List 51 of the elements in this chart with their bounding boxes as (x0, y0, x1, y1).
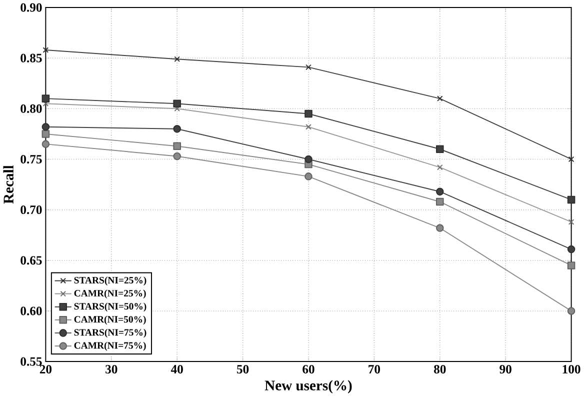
y-tick-label: 0.55 (20, 357, 42, 366)
x-tick-label: 40 (170, 365, 183, 374)
point (42, 140, 50, 148)
legend-label: STARS(NI=50%) (74, 302, 146, 312)
point (304, 156, 312, 164)
point (173, 152, 181, 160)
point (174, 56, 180, 62)
point (436, 198, 444, 206)
x-tick-label: 90 (500, 365, 512, 374)
legend-label: CAMR(NI=75%) (74, 342, 146, 351)
point (42, 94, 50, 103)
x-axis-title: New users(%) (264, 380, 352, 394)
point (173, 125, 181, 133)
legend-label: CAMR(NI=50%) (74, 316, 146, 325)
point (173, 100, 181, 108)
point (568, 219, 574, 226)
point (306, 124, 312, 130)
x-tick-label: 20 (40, 365, 52, 374)
x-tick-label: 50 (236, 365, 249, 374)
x-tick-label: 30 (106, 365, 118, 374)
x-tick-label: 80 (434, 365, 446, 374)
point (304, 110, 312, 118)
point (436, 224, 444, 232)
y-tick-label: 0.75 (20, 155, 42, 164)
y-tick-label: 0.85 (20, 54, 42, 63)
point (436, 145, 444, 154)
point (567, 307, 576, 316)
y-tick-label: 0.80 (20, 104, 42, 114)
point (173, 142, 181, 150)
legend-label: STARS(NI=25%) (74, 276, 146, 286)
point (567, 196, 576, 204)
y-tick-label: 0.70 (20, 206, 42, 214)
legend-label: STARS(NI=75%) (74, 329, 146, 338)
x-tick-label: 70 (368, 365, 380, 374)
point (567, 246, 576, 254)
y-axis-title: Recall (3, 166, 14, 204)
point (304, 172, 312, 181)
legend-label: CAMR(NI=25%) (74, 290, 146, 299)
point (436, 188, 444, 196)
point (437, 164, 443, 170)
y-tick-label: 0.60 (20, 306, 42, 316)
point (567, 262, 576, 270)
x-tick-label: 100 (562, 365, 580, 374)
point (437, 96, 443, 102)
point (42, 123, 50, 131)
point (568, 156, 574, 162)
y-tick-label: 0.90 (20, 3, 42, 12)
point (306, 64, 312, 70)
y-tick-label: 0.65 (20, 256, 42, 265)
x-tick-label: 60 (302, 365, 314, 374)
point (42, 130, 50, 138)
